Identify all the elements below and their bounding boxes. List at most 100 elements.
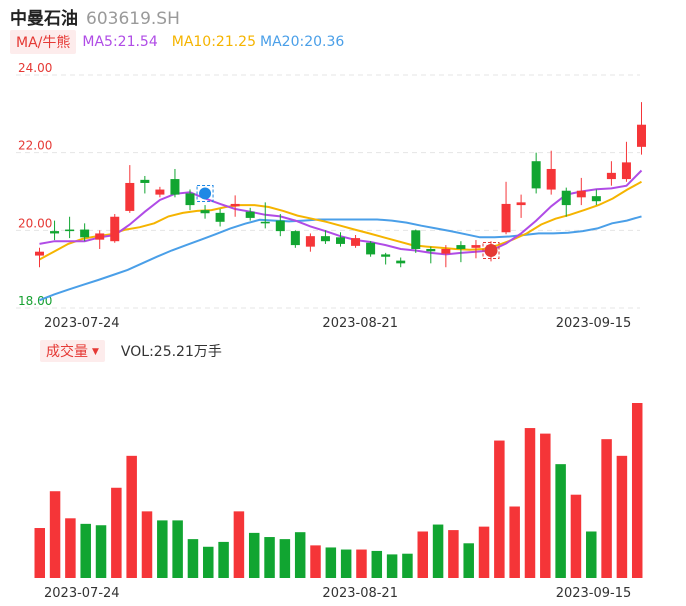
candle-body [606,172,616,180]
candle-body [230,203,240,207]
candle-body [95,233,105,240]
ma10-line [39,180,642,261]
candle-body [426,248,436,252]
volume-x-label: 2023-07-24 [44,586,120,601]
volume-bar [601,439,612,578]
candlesticks [35,102,646,268]
candle-body [471,245,481,248]
candle [336,232,345,247]
candle [305,233,315,252]
price-grid [16,74,640,309]
volume-x-label: 2023-09-15 [556,586,632,601]
volume-bar [248,532,260,578]
candle-body [516,202,526,206]
candle-body [305,236,315,247]
candle-body [336,237,345,244]
candle-body [155,189,165,195]
candle [110,214,120,243]
candle-body [531,161,541,189]
candle [320,230,330,244]
volume-legend: 成交量 ▼ VOL:25.21万手 [40,340,222,362]
ma-legend: MA/牛熊 MA5:21.54 MA10:21.25 MA20:20.36 [10,30,344,54]
volume-bar [203,546,214,578]
volume-bar [386,554,398,578]
candle [170,168,180,198]
candle-body [80,229,90,238]
candle [366,241,376,257]
volume-bar [448,530,459,578]
ma10-legend: MA10:21.25 [171,34,257,50]
volume-bar [264,537,275,578]
candle [155,186,165,198]
volume-bar [494,440,505,578]
candle-body [396,260,406,264]
volume-bar [356,549,367,578]
candle [65,216,75,239]
event-markers [196,184,500,260]
candle-body [110,216,120,242]
volume-bar [95,525,107,578]
volume-bar [586,531,597,578]
volume-bar [172,520,183,578]
candle [351,234,361,248]
volume-bar [157,520,168,578]
candle-body [591,196,601,202]
candle-body [170,179,180,195]
candle-body [245,211,255,218]
candle-body [185,193,195,206]
stock-name: 中曼石油 [10,9,78,29]
volume-bar [509,506,520,578]
price-tick-label: 24.00 [18,61,52,75]
volume-bar [570,494,582,578]
volume-bar [417,531,428,578]
candle-body [351,238,361,246]
marker-frame [482,242,500,260]
volume-bar [187,539,199,578]
candle [456,241,466,263]
candle [637,102,646,155]
volume-bar [279,539,291,578]
candle [381,252,391,265]
volume-bar [310,545,321,578]
candle [50,220,60,241]
candle [35,247,44,268]
candle-body [320,236,330,242]
candle [140,175,150,194]
candle-body [637,124,646,147]
candle [471,240,481,259]
price-tick-label: 22.00 [18,139,52,153]
candle [396,257,406,268]
volume-bar [111,487,122,578]
marker-dot [484,244,498,258]
candle [606,161,616,186]
candle-body [275,220,285,232]
zhong-marker-icon [482,242,500,260]
price-tick-label: 20.00 [18,216,52,230]
candle-body [381,254,391,257]
ma-type-selector[interactable]: MA/牛熊 [10,30,77,54]
candle [80,223,90,242]
candle [426,246,436,264]
stock-header: 中曼石油 603619.SH [10,4,180,29]
candle-body [200,210,210,214]
volume-bar [402,553,413,578]
candle [621,141,631,182]
candle [185,189,195,211]
volume-bars [34,403,643,578]
candle [260,202,270,229]
candle-body [140,179,150,183]
candle-body [290,231,300,246]
marker-frame [196,184,214,202]
volume-bar [340,549,352,578]
candle-body [50,231,60,234]
price-x-label: 2023-08-21 [322,316,398,331]
candle-body [125,182,135,211]
candle [411,229,421,253]
volume-bar [294,532,306,578]
volume-indicator-selector[interactable]: 成交量 ▼ [40,340,105,362]
volume-bar [631,403,643,578]
caret-down-icon: ▼ [92,347,99,357]
ma20-line [39,215,642,302]
